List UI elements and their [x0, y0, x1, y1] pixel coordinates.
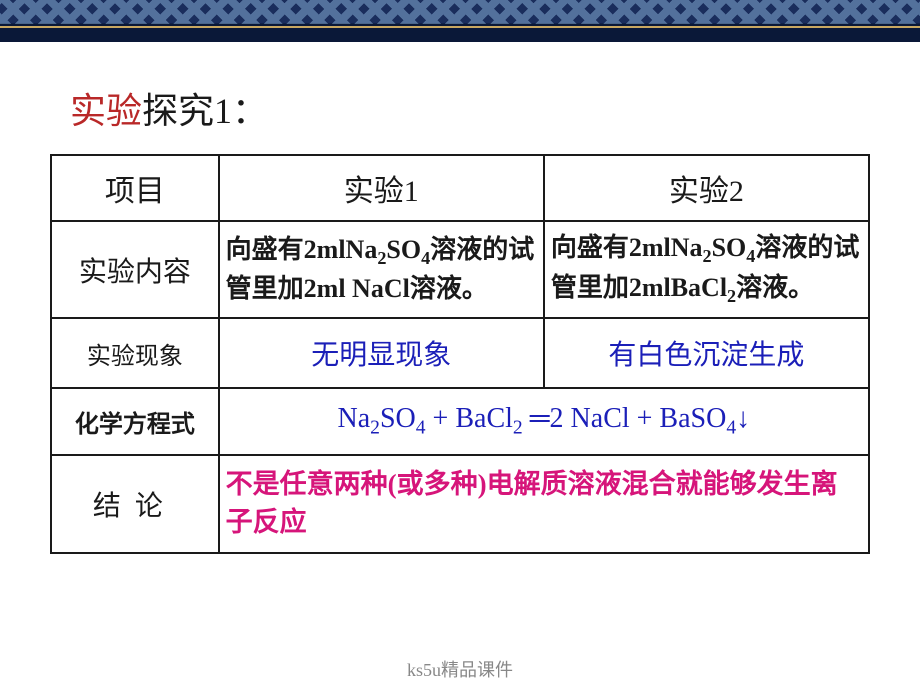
cell-exp1-content: 向盛有2mlNa2SO4溶液的试管里加2ml NaCl溶液。	[219, 221, 544, 318]
label-equation: 化学方程式	[51, 388, 219, 455]
label-content: 实验内容	[51, 221, 219, 318]
cell-conclusion: 不是任意两种(或多种)电解质溶液混合就能够发生离子反应	[219, 455, 869, 553]
title-black-text: 探究1：	[142, 91, 268, 131]
cell-equation: Na2SO4 + BaCl2 ═2 NaCl + BaSO4↓	[219, 388, 869, 455]
table-conclusion-row: 结论 不是任意两种(或多种)电解质溶液混合就能够发生离子反应	[51, 455, 869, 553]
label-phenomenon: 实验现象	[51, 318, 219, 388]
experiment-table: 项目 实验1 实验2 实验内容 向盛有2mlNa2SO4溶液的试管里加2ml N…	[50, 154, 870, 554]
footer-text: ks5u精品课件	[0, 656, 920, 682]
cell-exp1-phenomenon: 无明显现象	[219, 318, 544, 388]
table-phenomenon-row: 实验现象 无明显现象 有白色沉淀生成	[51, 318, 869, 388]
header-exp1: 实验1	[219, 155, 544, 221]
slide-content: 实验探究1： 项目 实验1 实验2 实验内容 向盛有2mlNa2SO4溶液的试管…	[0, 42, 920, 554]
title-red-text: 实验	[70, 91, 142, 131]
slide-title: 实验探究1：	[70, 82, 870, 134]
header-exp2: 实验2	[544, 155, 869, 221]
checker-pattern	[0, 0, 920, 24]
gold-accent-line	[0, 26, 920, 28]
header-project: 项目	[51, 155, 219, 221]
label-conclusion: 结论	[51, 455, 219, 553]
table-content-row: 实验内容 向盛有2mlNa2SO4溶液的试管里加2ml NaCl溶液。 向盛有2…	[51, 221, 869, 318]
cell-exp2-content: 向盛有2mlNa2SO4溶液的试管里加2mlBaCl2溶液。	[544, 221, 869, 318]
table-header-row: 项目 实验1 实验2	[51, 155, 869, 221]
cell-exp2-phenomenon: 有白色沉淀生成	[544, 318, 869, 388]
top-decorative-border	[0, 0, 920, 42]
table-equation-row: 化学方程式 Na2SO4 + BaCl2 ═2 NaCl + BaSO4↓	[51, 388, 869, 455]
